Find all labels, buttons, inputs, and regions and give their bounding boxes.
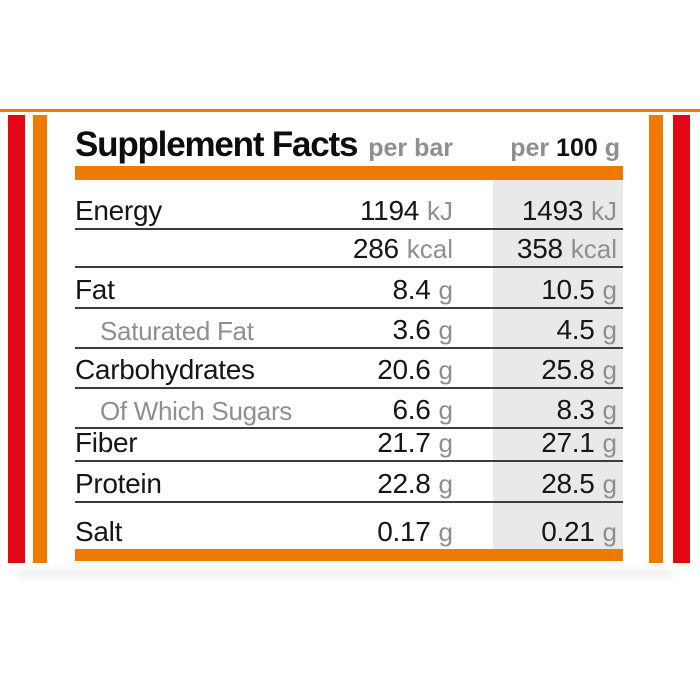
value-unit: g	[602, 355, 617, 385]
value-number: 22.8	[377, 468, 431, 499]
value-unit: g	[438, 275, 453, 305]
row-label: Fat	[75, 274, 115, 305]
value-number: 8.3	[556, 394, 595, 425]
row-label: Saturated Fat	[100, 316, 254, 346]
per-100g-value: 358 kcal	[493, 235, 623, 263]
row-label: Protein	[75, 468, 162, 499]
panel-header: Supplement Facts per bar per 100 g	[75, 118, 623, 166]
per-100g-value: 27.1 g	[493, 429, 623, 457]
value-number: 0.21	[541, 516, 595, 547]
per-100g-prefix: per	[510, 134, 550, 162]
row-label: Energy	[75, 195, 162, 226]
table-row-energy-kcal: 286 kcal 358 kcal	[75, 230, 623, 268]
per-100g-value: 10.5 g	[493, 276, 623, 304]
value-unit: g	[602, 315, 617, 345]
footer-bar	[75, 549, 623, 561]
value-number: 21.7	[377, 427, 431, 458]
value-number: 358	[516, 233, 563, 264]
value-number: 20.6	[377, 354, 431, 385]
table-row-fiber: Fiber 21.7 g 27.1 g	[75, 429, 623, 462]
value-number: 8.4	[392, 274, 431, 305]
per-bar-value: 22.8 g	[377, 470, 453, 498]
value-unit: g	[602, 395, 617, 425]
per-bar-value: 286 kcal	[353, 235, 453, 263]
stripe-right-orange	[649, 115, 663, 563]
value-number: 0.17	[377, 516, 431, 547]
per-100g-amount: 100	[556, 134, 598, 162]
column-header-per-100g: per 100 g	[493, 136, 623, 161]
value-number: 286	[352, 233, 399, 264]
top-accent-rule	[0, 109, 700, 112]
per-100g-value: 0.21 g	[493, 518, 623, 546]
row-label: Of Which Sugars	[100, 396, 293, 426]
value-unit: kcal	[570, 234, 617, 264]
value-unit: g	[602, 517, 617, 547]
row-label: Fiber	[75, 427, 138, 458]
panel-shadow	[18, 569, 673, 578]
per-bar-value: 3.6 g	[393, 316, 454, 344]
header-divider-bar	[75, 166, 623, 180]
per-100g-column-highlight	[493, 180, 623, 549]
per-bar-value: 0.17 g	[377, 518, 453, 546]
per-bar-value: 8.4 g	[393, 276, 454, 304]
value-unit: g	[438, 395, 453, 425]
value-number: 1194	[359, 195, 419, 226]
table-row-fat: Fat 8.4 g 10.5 g	[75, 268, 623, 309]
value-number: 6.6	[392, 394, 431, 425]
table-row-protein: Protein 22.8 g 28.5 g	[75, 462, 623, 503]
value-unit: g	[602, 469, 617, 499]
per-bar-value: 21.7 g	[377, 429, 453, 457]
stripe-left-orange	[33, 115, 47, 563]
per-100g-value: 28.5 g	[493, 470, 623, 498]
value-number: 10.5	[541, 274, 595, 305]
value-unit: kJ	[427, 196, 453, 226]
per-bar-value: 6.6 g	[393, 396, 454, 424]
supplement-facts-panel: Supplement Facts per bar per 100 g Energ…	[75, 118, 623, 561]
per-bar-value: 1194 kJ	[360, 197, 453, 225]
value-unit: g	[438, 428, 453, 458]
per-100g-value: 25.8 g	[493, 356, 623, 384]
table-row-carbohydrates: Carbohydrates 20.6 g 25.8 g	[75, 349, 623, 389]
value-number: 3.6	[392, 314, 431, 345]
per-100g-value: 4.5 g	[493, 316, 623, 344]
row-label: Salt	[75, 516, 123, 547]
value-unit: g	[438, 355, 453, 385]
per-100g-value: 1493 kJ	[493, 197, 623, 225]
value-number: 1493	[521, 195, 583, 226]
per-100g-value: 8.3 g	[493, 396, 623, 424]
value-number: 25.8	[541, 354, 595, 385]
column-header-per-bar: per bar	[368, 134, 453, 162]
value-unit: g	[438, 517, 453, 547]
value-unit: g	[602, 275, 617, 305]
panel-title: Supplement Facts	[75, 124, 358, 164]
table-row-of-which-sugars: Of Which Sugars 6.6 g 8.3 g	[75, 389, 623, 429]
per-100g-unit: g	[604, 134, 620, 162]
row-label: Carbohydrates	[75, 354, 255, 385]
value-number: 28.5	[541, 468, 595, 499]
table-row-saturated-fat: Saturated Fat 3.6 g 4.5 g	[75, 309, 623, 349]
per-bar-value: 20.6 g	[377, 356, 453, 384]
value-unit: g	[438, 469, 453, 499]
nutrition-table: Energy 1194 kJ 1493 kJ 286 kcal 358 kcal Fat…	[75, 180, 623, 549]
value-number: 27.1	[541, 427, 595, 458]
value-number: 4.5	[556, 314, 595, 345]
value-unit: g	[438, 315, 453, 345]
value-unit: kcal	[406, 234, 453, 264]
value-unit: kJ	[591, 196, 617, 226]
table-row-energy-kj: Energy 1194 kJ 1493 kJ	[75, 180, 623, 230]
value-unit: g	[602, 428, 617, 458]
stripe-right-red	[673, 115, 690, 563]
stripe-left-red	[8, 115, 25, 563]
table-row-salt: Salt 0.17 g 0.21 g	[75, 503, 623, 549]
